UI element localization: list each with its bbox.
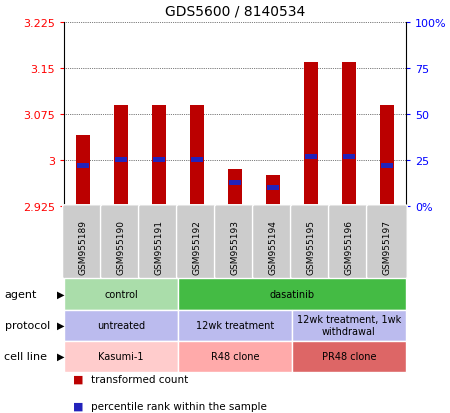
Text: transformed count: transformed count — [91, 374, 188, 384]
Bar — [77, 164, 89, 169]
Text: ■: ■ — [73, 401, 83, 411]
Bar — [152, 105, 166, 206]
Text: ▶: ▶ — [57, 289, 65, 299]
Text: GSM955196: GSM955196 — [344, 219, 353, 274]
Bar — [343, 154, 355, 159]
Bar — [76, 136, 90, 206]
Text: GSM955189: GSM955189 — [78, 219, 87, 274]
Text: PR48 clone: PR48 clone — [322, 351, 376, 361]
Text: GSM955193: GSM955193 — [230, 219, 239, 274]
Bar — [191, 158, 202, 163]
Text: GSM955197: GSM955197 — [382, 219, 392, 274]
Title: GDS5600 / 8140534: GDS5600 / 8140534 — [165, 5, 305, 19]
Text: protocol: protocol — [4, 320, 50, 330]
Text: 12wk treatment: 12wk treatment — [196, 320, 274, 330]
Bar — [114, 105, 127, 206]
Text: GSM955194: GSM955194 — [268, 219, 277, 274]
Bar — [228, 170, 242, 206]
Text: dasatinib: dasatinib — [270, 289, 315, 299]
Text: GSM955192: GSM955192 — [193, 219, 202, 274]
Bar — [342, 62, 356, 206]
Text: untreated: untreated — [97, 320, 145, 330]
Bar — [266, 176, 279, 206]
Text: ■: ■ — [73, 374, 83, 384]
Bar — [304, 62, 318, 206]
Text: percentile rank within the sample: percentile rank within the sample — [91, 401, 267, 411]
Bar — [115, 158, 126, 163]
Bar — [380, 105, 394, 206]
Bar — [267, 186, 279, 190]
Text: Kasumi-1: Kasumi-1 — [98, 351, 144, 361]
Text: GSM955191: GSM955191 — [154, 219, 163, 274]
Text: GSM955195: GSM955195 — [306, 219, 315, 274]
Text: GSM955190: GSM955190 — [117, 219, 126, 274]
Bar — [381, 164, 392, 169]
Text: control: control — [104, 289, 138, 299]
Text: agent: agent — [4, 289, 37, 299]
Bar — [229, 180, 241, 185]
Text: cell line: cell line — [4, 351, 48, 361]
Text: ▶: ▶ — [57, 320, 65, 330]
Bar — [153, 158, 165, 163]
Bar — [190, 105, 203, 206]
Text: ▶: ▶ — [57, 351, 65, 361]
Text: R48 clone: R48 clone — [211, 351, 259, 361]
Text: 12wk treatment, 1wk
withdrawal: 12wk treatment, 1wk withdrawal — [297, 314, 401, 336]
Bar — [305, 154, 316, 159]
